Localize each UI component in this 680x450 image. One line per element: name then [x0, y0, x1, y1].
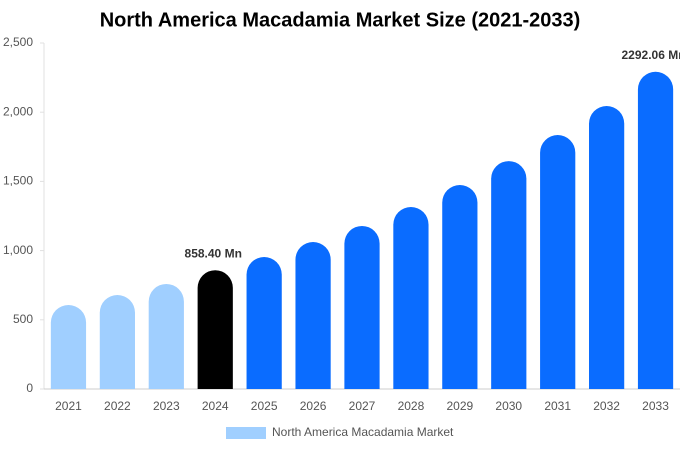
- value-label: 2292.06 Mn: [622, 48, 680, 62]
- y-tick-label: 500: [13, 312, 33, 326]
- bar: [540, 135, 576, 389]
- chart-title: North America Macadamia Market Size (202…: [100, 9, 581, 31]
- bar: [50, 304, 87, 389]
- x-tick-label: 2029: [446, 399, 473, 413]
- x-tick-label: 2028: [398, 399, 425, 413]
- legend-label: North America Macadamia Market: [272, 425, 454, 439]
- bar: [295, 242, 331, 389]
- bar: [393, 207, 429, 389]
- y-tick-label: 0: [26, 381, 33, 395]
- x-tick-label: 2032: [593, 399, 620, 413]
- bar: [637, 71, 674, 389]
- legend-swatch: [226, 427, 266, 439]
- y-tick-label: 1,000: [3, 243, 33, 257]
- x-tick-label: 2021: [55, 399, 82, 413]
- bar: [99, 295, 135, 389]
- x-tick-label: 2025: [251, 399, 278, 413]
- bar: [148, 283, 184, 389]
- y-tick-label: 2,000: [3, 104, 33, 118]
- value-label: 858.40 Mn: [185, 246, 242, 260]
- x-tick-label: 2023: [153, 399, 180, 413]
- bar: [442, 184, 478, 389]
- bar: [246, 256, 282, 389]
- x-tick-label: 2022: [104, 399, 131, 413]
- y-tick-label: 2,500: [3, 35, 33, 49]
- y-tick-label: 1,500: [3, 174, 33, 188]
- x-tick-label: 2027: [349, 399, 376, 413]
- bar: [491, 161, 527, 389]
- x-tick-label: 2024: [202, 399, 229, 413]
- bar: [589, 105, 625, 390]
- x-tick-label: 2033: [642, 399, 669, 413]
- bar: [344, 225, 380, 389]
- x-tick-label: 2030: [495, 399, 522, 413]
- x-tick-label: 2026: [300, 399, 327, 413]
- bar: [197, 270, 233, 389]
- x-tick-label: 2031: [544, 399, 571, 413]
